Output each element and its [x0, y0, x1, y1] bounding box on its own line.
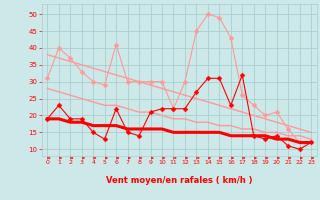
X-axis label: Vent moyen/en rafales ( km/h ): Vent moyen/en rafales ( km/h ): [106, 176, 252, 185]
